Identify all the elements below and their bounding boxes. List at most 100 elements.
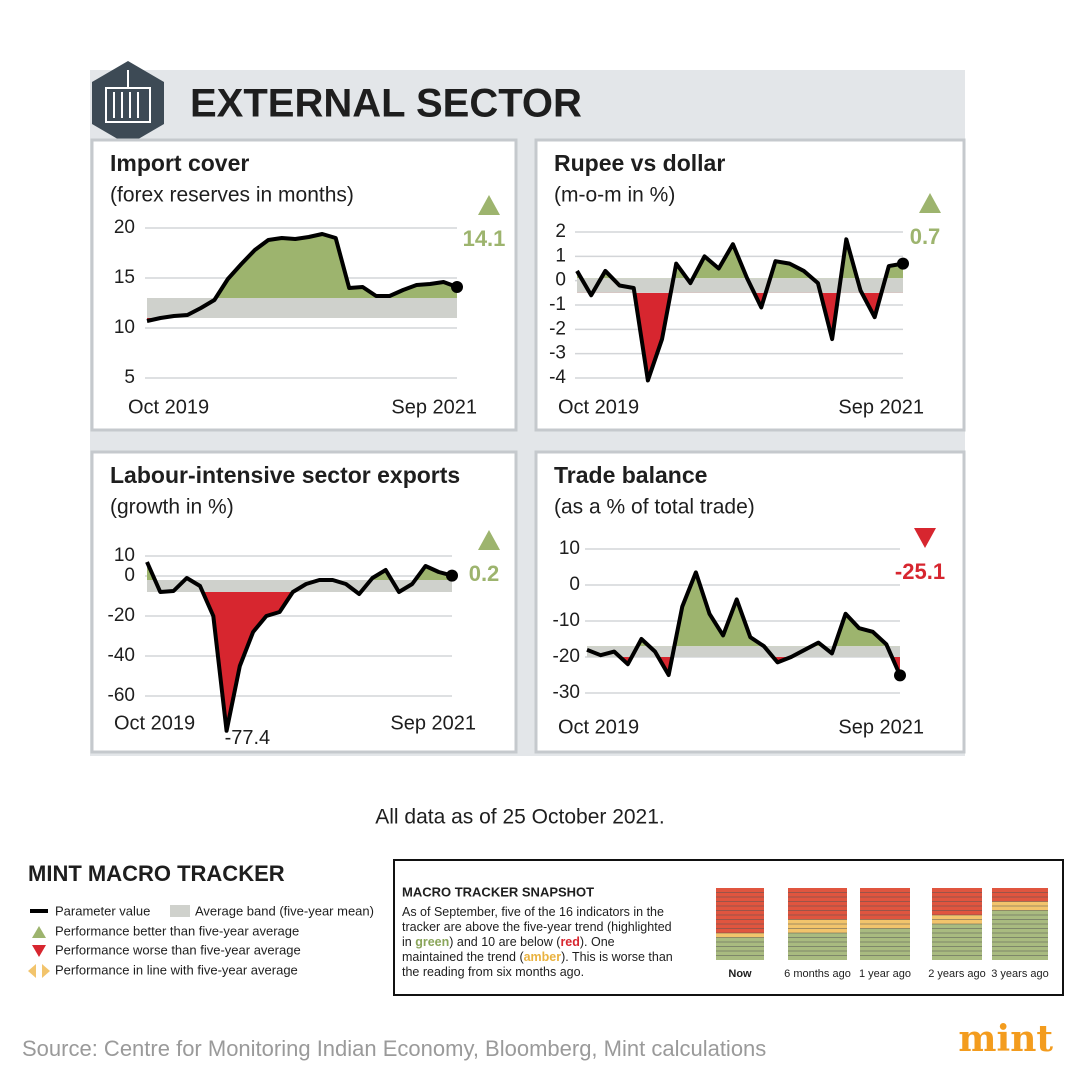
column-label: Now bbox=[728, 968, 752, 980]
above-band-area bbox=[147, 562, 452, 580]
logo: mint bbox=[958, 1018, 1053, 1060]
text-run: ). One bbox=[580, 935, 615, 949]
y-tick-label: 20 bbox=[114, 217, 135, 238]
snapshot-segment bbox=[992, 910, 1048, 960]
chart-subtitle: (m-o-m in %) bbox=[554, 184, 675, 207]
value-label: -77.4 bbox=[225, 727, 271, 749]
legend-item: Average band (five-year mean) bbox=[195, 903, 374, 918]
legend-left-icon bbox=[28, 964, 36, 978]
column-label: 1 year ago bbox=[859, 968, 911, 980]
text-run: tracker are above the five-year trend (h… bbox=[402, 920, 672, 934]
column-label: 3 years ago bbox=[991, 968, 1048, 980]
source: Source: Centre for Monitoring Indian Eco… bbox=[22, 1036, 766, 1061]
x-tick-label: Sep 2021 bbox=[838, 396, 924, 418]
y-tick-label: -10 bbox=[553, 610, 580, 631]
below-band-area bbox=[577, 292, 903, 381]
x-tick-label: Oct 2019 bbox=[114, 712, 195, 734]
snapshot-line: in green) and 10 are below (red). One bbox=[402, 935, 615, 949]
header-title: EXTERNAL SECTOR bbox=[190, 82, 582, 126]
legend-item: Parameter value bbox=[55, 903, 150, 918]
snapshot-line: tracker are above the five-year trend (h… bbox=[402, 920, 672, 934]
y-tick-label: 5 bbox=[124, 367, 135, 388]
above-band-area bbox=[587, 572, 900, 647]
snapshot-segment bbox=[788, 919, 847, 933]
last-point bbox=[897, 257, 909, 270]
value-label: -25.1 bbox=[895, 559, 945, 584]
container-icon bbox=[105, 70, 151, 123]
y-tick-label: -30 bbox=[553, 682, 580, 703]
x-tick-label: Sep 2021 bbox=[390, 712, 476, 734]
y-tick-label: 10 bbox=[114, 317, 135, 338]
text-run: ) and 10 are below ( bbox=[449, 935, 561, 949]
above-band-area bbox=[147, 234, 457, 298]
snapshot-segment bbox=[860, 928, 910, 960]
text-run: ). This is worse than bbox=[561, 950, 673, 964]
y-tick-label: 10 bbox=[114, 545, 135, 566]
chart-subtitle: (as a % of total trade) bbox=[554, 496, 755, 519]
y-tick-label: -20 bbox=[553, 646, 580, 667]
note: All data as of 25 October 2021. bbox=[375, 806, 665, 829]
charts: Import cover (forex reserves in months) 5 1… bbox=[90, 138, 966, 754]
above-band-area bbox=[577, 239, 903, 279]
snapshot-segment bbox=[788, 888, 847, 920]
snapshot-segment bbox=[992, 888, 1048, 902]
chart-subtitle: (growth in %) bbox=[110, 496, 234, 519]
legend-up-icon bbox=[32, 926, 46, 938]
column-label: 6 months ago bbox=[784, 968, 851, 980]
chart-title: Trade balance bbox=[554, 462, 707, 488]
line bbox=[146, 232, 458, 323]
text-run: in bbox=[402, 935, 415, 949]
header-icon bbox=[92, 61, 164, 145]
legend-item: Performance in line with five-year avera… bbox=[55, 962, 298, 977]
snapshot-segment bbox=[716, 937, 764, 960]
y-tick-label: 2 bbox=[555, 221, 566, 242]
text-run: red bbox=[560, 935, 579, 949]
chart-title: Labour-intensive sector exports bbox=[110, 462, 460, 488]
snapshot-line: the reading from six months ago. bbox=[402, 965, 584, 979]
last-point bbox=[451, 281, 463, 293]
line bbox=[586, 570, 902, 677]
x-tick-label: Sep 2021 bbox=[391, 396, 477, 418]
y-tick-label: 15 bbox=[114, 267, 135, 288]
chart-title: Rupee vs dollar bbox=[554, 150, 725, 176]
snapshot-box bbox=[393, 859, 1064, 996]
text-run: amber bbox=[524, 950, 562, 964]
y-tick-label: -60 bbox=[108, 685, 135, 706]
legend-title: MINT MACRO TRACKER bbox=[28, 861, 285, 886]
panel bbox=[534, 450, 966, 754]
y-tick-label: -3 bbox=[549, 343, 566, 364]
y-tick-label: -1 bbox=[549, 294, 566, 315]
text-run: As of September, five of the 16 indicato… bbox=[402, 905, 664, 919]
line bbox=[575, 237, 904, 383]
column-label: 2 years ago bbox=[928, 968, 985, 980]
snapshot-line: maintained the trend (amber). This is wo… bbox=[402, 950, 673, 964]
x-tick-label: Oct 2019 bbox=[128, 396, 209, 418]
legend-band-icon bbox=[170, 905, 190, 917]
text-run: green bbox=[415, 935, 449, 949]
y-tick-label: -20 bbox=[108, 605, 135, 626]
trend-arrow bbox=[914, 528, 936, 548]
text-run: the reading from six months ago. bbox=[402, 965, 584, 979]
legend-item: Performance better than five-year averag… bbox=[55, 923, 299, 938]
trend-arrow bbox=[919, 193, 941, 213]
legend-item: Performance worse than five-year average bbox=[55, 942, 301, 957]
below-band-area bbox=[587, 657, 900, 676]
value-label: 0.2 bbox=[469, 561, 500, 586]
x-tick-label: Sep 2021 bbox=[838, 716, 924, 738]
trend-arrow bbox=[478, 195, 500, 215]
legend-right-icon bbox=[42, 964, 50, 978]
y-tick-label: 0 bbox=[124, 565, 135, 586]
snapshot-columns: Now 6 months ago 1 year ago 2 years ago 3 ye… bbox=[716, 888, 1049, 980]
text-run: maintained the trend ( bbox=[402, 950, 524, 964]
average-band bbox=[147, 298, 457, 318]
y-tick-label: 0 bbox=[569, 574, 580, 595]
y-tick-label: 10 bbox=[559, 538, 580, 559]
y-tick-label: 1 bbox=[555, 245, 566, 266]
trend-arrow bbox=[478, 530, 500, 550]
y-tick-label: -4 bbox=[549, 367, 566, 388]
snapshot-segment bbox=[860, 888, 910, 920]
snapshot-segment bbox=[716, 933, 764, 938]
panel bbox=[90, 450, 518, 754]
line bbox=[145, 561, 453, 733]
